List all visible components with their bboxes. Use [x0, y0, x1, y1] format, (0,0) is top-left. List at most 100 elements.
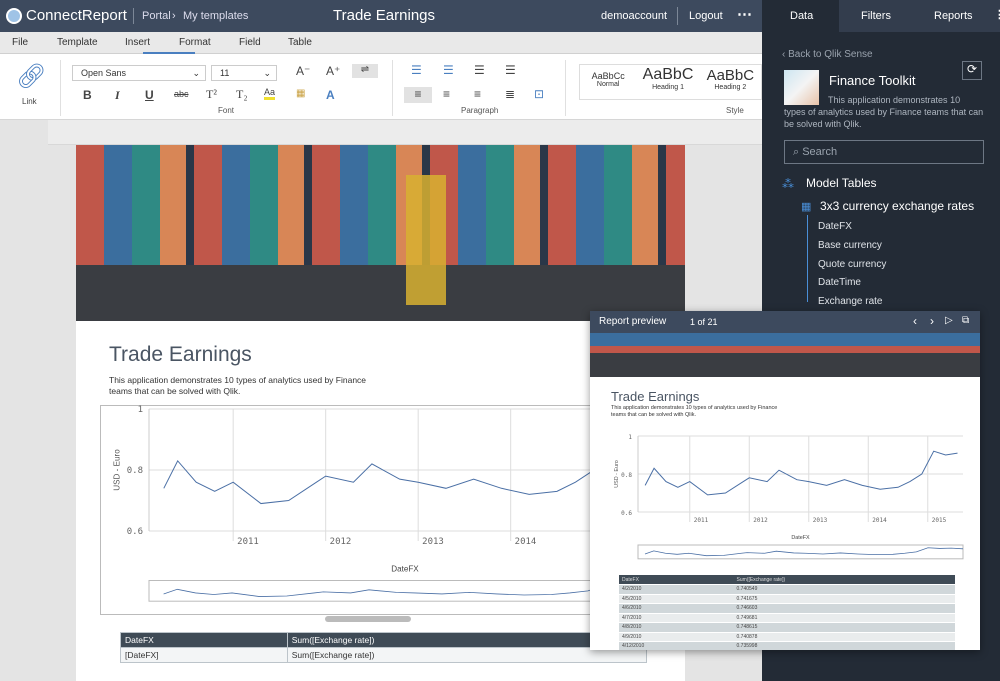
font-size-select[interactable]: 11 ⌄ — [211, 65, 277, 81]
y-tick-label: 0.6 — [621, 510, 632, 517]
superscript-button[interactable]: T² — [206, 87, 217, 101]
font-family-select[interactable]: Open Sans ⌄ — [72, 65, 206, 81]
more-options-icon[interactable]: ⋯ — [737, 6, 752, 23]
report-preview-window: Report preview 1 of 21 ‹ › ▷ ⧉ Trade Ear… — [590, 311, 980, 650]
menu-file[interactable]: File — [12, 37, 29, 48]
top-bar: ConnectReport Portal › My templates Trad… — [0, 0, 762, 32]
field-quote-currency[interactable]: Quote currency — [818, 259, 887, 270]
indent-icon[interactable]: ☰ — [505, 63, 516, 77]
outdent-icon[interactable]: ☰ — [474, 63, 485, 77]
app-name: Finance Toolkit — [829, 73, 916, 88]
style-group-label: Style — [726, 106, 744, 115]
tab-data[interactable]: Data — [790, 10, 814, 22]
logo-icon — [6, 8, 22, 24]
table-row: 4/9/2010 0.740878 — [619, 632, 955, 642]
y-tick-label: 1 — [138, 405, 143, 415]
previous-page-icon[interactable]: ‹ — [913, 314, 917, 328]
app-description: This application demonstrates 10 types o… — [784, 95, 984, 129]
tab-filters[interactable]: Filters — [861, 10, 891, 22]
field-base-currency[interactable]: Base currency — [818, 240, 882, 251]
align-left-icon[interactable]: ≡ — [404, 87, 432, 103]
table-row: 4/7/2010 0.749681 — [619, 613, 955, 623]
link-icon[interactable]: 🔗︎ — [16, 63, 47, 90]
style-heading-2[interactable]: AaBbC Heading 2 — [706, 67, 755, 91]
model-tables-label[interactable]: Model Tables — [806, 176, 877, 190]
x-axis-label: DateFX — [391, 565, 419, 574]
series-line — [644, 450, 958, 496]
style-normal[interactable]: AaBbCc Normal — [591, 71, 625, 88]
menu-table[interactable]: Table — [288, 37, 312, 48]
underline-button[interactable]: U — [145, 88, 154, 102]
menu-field[interactable]: Field — [239, 37, 261, 48]
search-input[interactable]: ⌕ Search — [784, 140, 984, 164]
strikethrough-button[interactable]: abc — [174, 89, 189, 99]
report-title[interactable]: Trade Earnings — [109, 343, 252, 366]
preview-table: DateFX Sum([Exchange rate]) 4/2/2010 0.740… — [619, 575, 955, 650]
data-table[interactable]: DateFX Sum([Exchange rate]) [DateFX] Sum([… — [120, 632, 648, 663]
font-color-button[interactable]: A — [326, 88, 335, 102]
y-axis-label: USD - Euro — [112, 449, 121, 491]
link-label: Link — [22, 97, 37, 106]
chart-scrollbar[interactable] — [325, 616, 411, 622]
menu-format[interactable]: Format — [179, 37, 211, 48]
y-tick-label: 1 — [628, 434, 632, 441]
x-tick-label: 2011 — [694, 517, 709, 524]
bold-button[interactable]: B — [83, 88, 92, 102]
align-center-icon[interactable]: ≡ — [443, 87, 451, 101]
table-name[interactable]: 3x3 currency exchange rates — [820, 199, 975, 213]
y-tick-label: 0.6 — [127, 527, 143, 537]
numbered-list-icon[interactable]: ☰ — [443, 63, 454, 77]
line-spacing-icon[interactable]: ⊡ — [534, 87, 545, 101]
preview-line-chart: 0.6 0.8 1 2011 2012 2013 2014 2015 USD - Euro Dat… — [614, 434, 964, 560]
more-icon[interactable]: ⋮ — [994, 9, 1000, 21]
breadcrumb-portal[interactable]: Portal — [142, 10, 171, 22]
menu-insert[interactable]: Insert — [125, 37, 151, 48]
decrease-font-button[interactable]: A⁻ — [296, 64, 311, 78]
clear-format-icon[interactable]: ⇌ — [352, 64, 378, 78]
back-link[interactable]: ‹ Back to Qlik Sense — [782, 49, 873, 60]
style-gallery: AaBbCc Normal AaBbC Heading 1 AaBbC Heading… — [579, 64, 762, 100]
model-tables-icon: ⁂ — [782, 177, 794, 191]
field-datetime[interactable]: DateTime — [818, 277, 861, 288]
preview-header: Report preview 1 of 21 ‹ › ▷ ⧉ — [590, 311, 980, 333]
x-tick-label: 2011 — [237, 537, 259, 547]
series-line — [163, 432, 650, 505]
align-right-icon[interactable]: ≡ — [474, 87, 482, 101]
y-tick-label: 0.8 — [127, 466, 143, 476]
next-page-icon[interactable]: › — [930, 314, 934, 328]
menu-template[interactable]: Template — [57, 37, 98, 48]
play-icon[interactable]: ▷ — [945, 315, 953, 326]
italic-button[interactable]: I — [115, 88, 120, 102]
table-row: 4/8/2010 0.748615 — [619, 622, 955, 633]
style-heading-1[interactable]: AaBbC Heading 1 — [642, 66, 694, 91]
subscript-button[interactable]: T₂ — [236, 87, 248, 101]
menu-bar: File Template Insert Format Field Table — [0, 32, 762, 54]
highlight-icon[interactable]: Aa — [264, 87, 276, 100]
table-icon: ▦ — [801, 201, 812, 213]
table-row: 4/12/2010 0.735998 — [619, 641, 955, 650]
format-painter-icon[interactable]: ▦ — [296, 88, 306, 99]
logout-button[interactable]: Logout — [689, 10, 723, 22]
bullet-list-icon[interactable]: ☰ — [411, 63, 422, 77]
tab-reports[interactable]: Reports — [934, 10, 973, 22]
open-external-icon[interactable]: ⧉ — [962, 315, 970, 326]
refresh-button[interactable]: ⟳ — [962, 61, 982, 80]
breadcrumb-my-templates[interactable]: My templates — [183, 10, 249, 22]
x-tick-label: 2012 — [330, 537, 352, 547]
navigator-line — [644, 547, 964, 557]
logo[interactable]: ConnectReport — [26, 7, 127, 24]
x-tick-label: 2013 — [813, 517, 828, 524]
justify-icon[interactable]: ≣ — [505, 87, 516, 101]
font-group-label: Font — [218, 106, 235, 115]
user-account[interactable]: demoaccount — [601, 10, 668, 22]
x-tick-label: 2015 — [932, 517, 947, 524]
preview-page-indicator: 1 of 21 — [690, 317, 718, 327]
increase-font-button[interactable]: A⁺ — [326, 64, 341, 78]
header-image-containers — [76, 145, 685, 321]
field-exchange-rate[interactable]: Exchange rate — [818, 296, 883, 307]
field-datefx[interactable]: DateFX — [818, 221, 852, 232]
report-description[interactable]: This application demonstrates 10 types o… — [109, 375, 367, 396]
document-page: Trade Earnings This application demonstr… — [76, 145, 685, 681]
preview-header-image — [590, 333, 980, 377]
